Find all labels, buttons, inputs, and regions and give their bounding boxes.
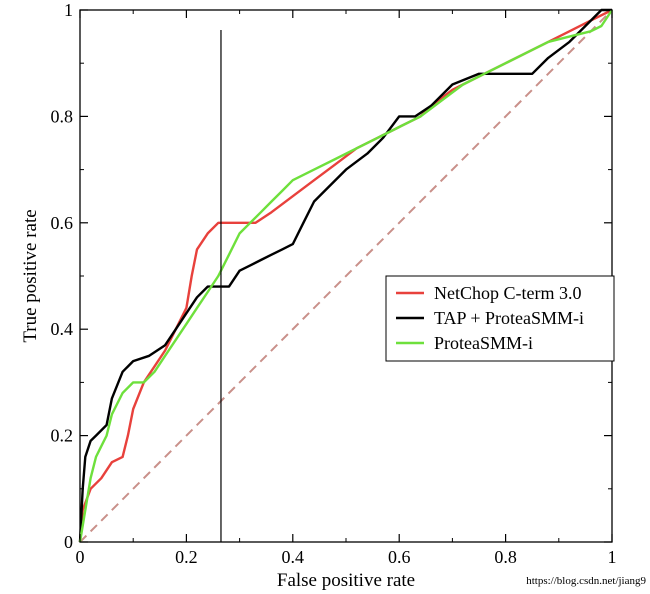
x-tick-label: 0.8 <box>494 547 517 567</box>
watermark-text: https://blog.csdn.net/jiang9 <box>526 575 646 587</box>
y-axis-label: True positive rate <box>20 209 41 342</box>
series-layer <box>78 8 614 543</box>
legend: NetChop C-term 3.0 TAP + ProteaSMM-i Prote… <box>385 275 615 362</box>
x-tick-label: 0.6 <box>388 547 411 567</box>
series-line-2 <box>78 9 614 543</box>
x-tick-label: 0 <box>76 547 85 567</box>
legend-label: ProteaSMM-i <box>434 333 533 353</box>
ticks-layer: 0 0.2 0.4 0.6 0.8 1 0 0.2 0.4 0.6 0.8 1 <box>51 0 617 567</box>
legend-label: TAP + ProteaSMM-i <box>434 308 584 328</box>
series-line-1 <box>78 8 612 543</box>
y-tick-label: 0.2 <box>51 426 74 446</box>
x-axis-label: False positive rate <box>277 570 415 591</box>
diagonal-reference-line <box>79 9 613 543</box>
x-tick-label: 1 <box>608 547 617 567</box>
x-tick-label: 0.4 <box>282 547 305 567</box>
y-tick-label: 0.6 <box>51 213 74 233</box>
legend-label: NetChop C-term 3.0 <box>434 283 581 303</box>
legend-items: NetChop C-term 3.0 TAP + ProteaSMM-i Prote… <box>396 283 584 353</box>
y-tick-label: 0 <box>64 532 73 552</box>
x-tick-label: 0.2 <box>175 547 198 567</box>
y-tick-label: 1 <box>64 0 73 20</box>
y-tick-label: 0.8 <box>51 106 74 126</box>
y-tick-label: 0.4 <box>51 319 74 339</box>
